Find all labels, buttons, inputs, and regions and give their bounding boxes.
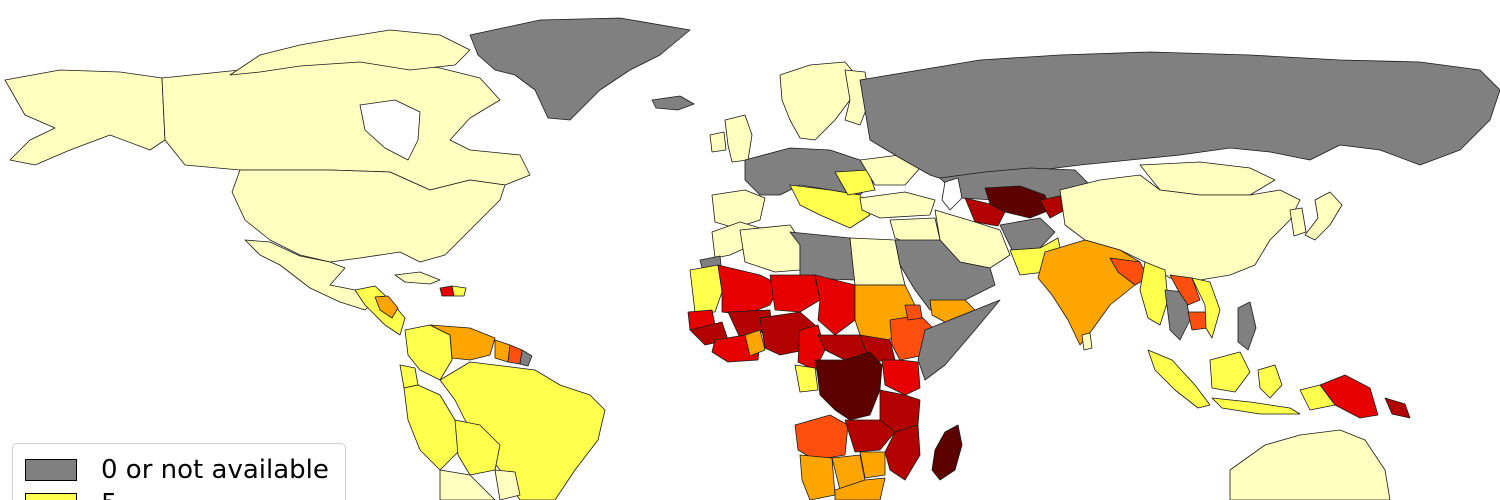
region-suriname bbox=[507, 344, 523, 365]
region-india bbox=[1037, 239, 1141, 346]
region-namibia bbox=[799, 454, 836, 500]
region-myanmar bbox=[1139, 261, 1169, 326]
region-indonesia-borneo bbox=[1209, 351, 1251, 393]
region-turkmenistan bbox=[964, 197, 1006, 227]
region-uk bbox=[724, 114, 753, 163]
region-paraguay bbox=[494, 469, 521, 500]
region-turkey bbox=[859, 191, 936, 219]
region-libya bbox=[789, 231, 856, 281]
region-korea bbox=[1289, 207, 1307, 237]
region-togo-benin bbox=[744, 329, 766, 357]
region-ukraine bbox=[859, 154, 921, 186]
region-caspian-water bbox=[941, 177, 963, 211]
region-iberia bbox=[711, 189, 766, 229]
region-zambia bbox=[844, 419, 896, 453]
region-uganda-kenya bbox=[881, 359, 921, 396]
region-egypt bbox=[849, 237, 906, 286]
region-indonesia-sulawesi bbox=[1257, 364, 1283, 399]
region-madagascar bbox=[931, 424, 963, 481]
region-italy-balkans bbox=[789, 184, 871, 229]
region-guyana bbox=[494, 339, 511, 363]
region-dominican-rep bbox=[451, 285, 467, 297]
region-mali bbox=[717, 264, 781, 316]
region-somalia bbox=[917, 299, 1001, 381]
region-hudson-bay-water bbox=[359, 99, 421, 161]
region-chad bbox=[814, 274, 856, 336]
region-ecuador bbox=[399, 364, 419, 389]
region-fr-guiana bbox=[519, 349, 533, 367]
region-saudi-arabia bbox=[894, 239, 996, 311]
region-angola bbox=[794, 414, 849, 461]
region-scandinavia bbox=[779, 61, 861, 141]
region-eritrea bbox=[904, 304, 923, 321]
region-mauritania bbox=[689, 264, 723, 313]
region-philippines bbox=[1237, 301, 1257, 351]
region-indonesia-sumatra bbox=[1147, 349, 1211, 409]
region-canada-islands bbox=[229, 29, 471, 76]
region-australia bbox=[1229, 429, 1391, 500]
region-usa bbox=[231, 169, 506, 263]
region-ireland bbox=[709, 131, 727, 153]
region-niger bbox=[769, 274, 821, 313]
legend-swatch-5 bbox=[25, 493, 77, 500]
region-zimbabwe bbox=[859, 451, 886, 479]
region-south-africa bbox=[834, 477, 886, 500]
region-iceland bbox=[651, 95, 695, 111]
region-gabon-congo bbox=[794, 364, 819, 393]
legend-label-not-available: 0 or not available bbox=[101, 455, 329, 485]
region-laos bbox=[1169, 274, 1201, 306]
region-cuba bbox=[394, 271, 441, 285]
region-pacific-islands bbox=[1384, 397, 1411, 419]
region-nicaragua bbox=[374, 295, 399, 319]
legend-item: 5 bbox=[25, 487, 345, 500]
region-indonesia-java bbox=[1211, 397, 1301, 415]
region-romania bbox=[834, 169, 876, 196]
legend-swatch-not-available bbox=[25, 459, 77, 481]
region-sri-lanka bbox=[1081, 332, 1093, 351]
region-new-guinea-west bbox=[1299, 384, 1336, 411]
region-cambodia bbox=[1187, 311, 1209, 331]
region-alaska bbox=[4, 69, 166, 166]
region-vietnam bbox=[1191, 277, 1221, 339]
map-legend: 0 or not available 5 bbox=[12, 443, 346, 500]
region-afghanistan bbox=[999, 217, 1056, 251]
legend-item: 0 or not available bbox=[25, 453, 345, 487]
region-venezuela bbox=[429, 324, 496, 361]
region-central-america bbox=[354, 285, 406, 336]
region-greenland bbox=[469, 17, 691, 121]
region-peru bbox=[403, 384, 461, 471]
region-chile-argentina bbox=[439, 469, 496, 500]
legend-label-5: 5 bbox=[101, 489, 118, 500]
region-japan bbox=[1304, 191, 1343, 241]
region-drc bbox=[814, 351, 883, 421]
